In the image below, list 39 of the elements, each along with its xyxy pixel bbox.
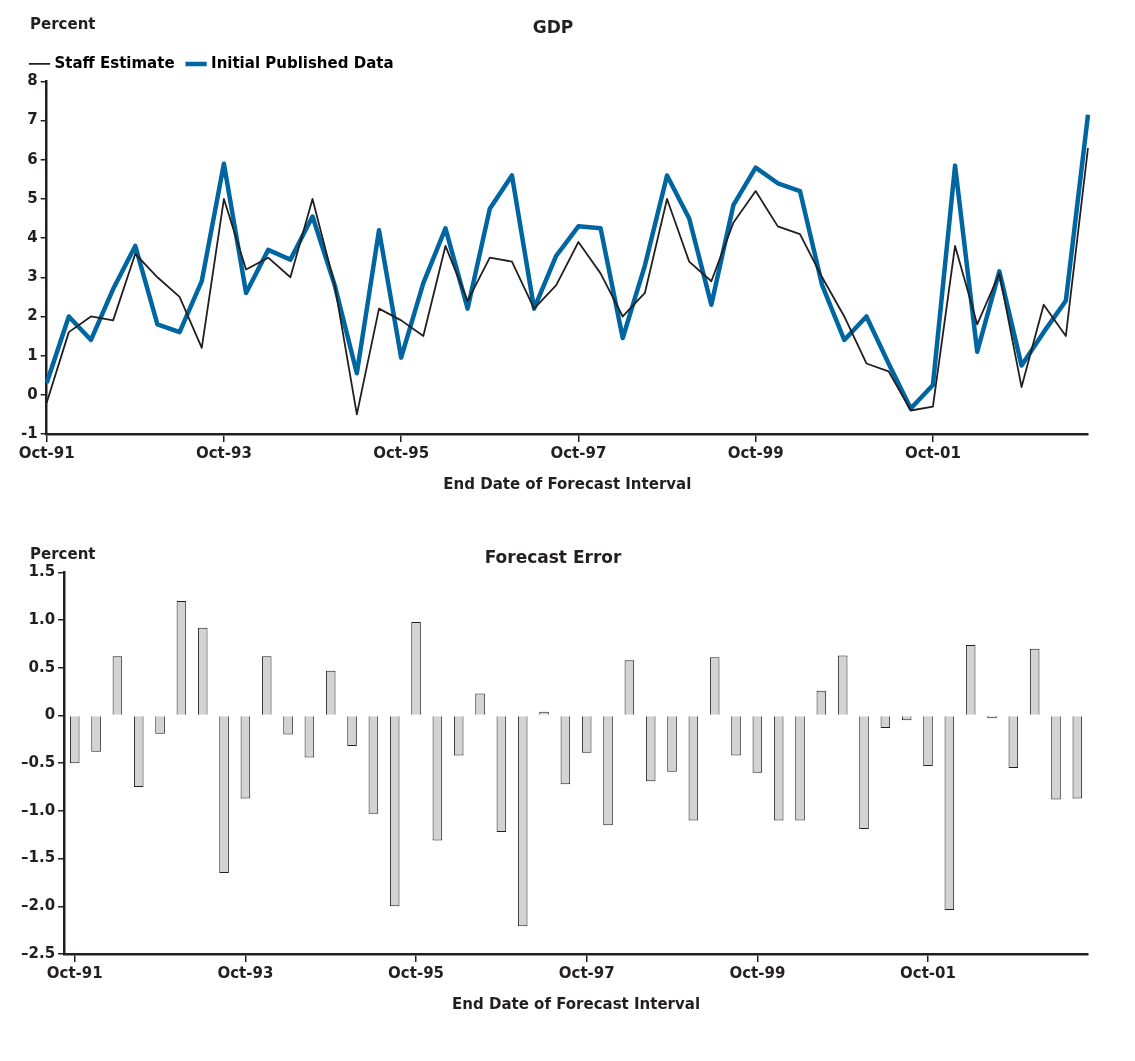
legend-label: Staff Estimate — [54, 53, 175, 72]
x-tick-label: Oct-93 — [217, 963, 274, 982]
y-tick-label: –1.0 — [20, 800, 56, 819]
y-tick-label: 0 — [27, 384, 38, 403]
x-axis-title: End Date of Forecast Interval — [452, 994, 701, 1013]
y-tick-label: 0.5 — [28, 657, 56, 676]
x-tick-label: Oct-99 — [729, 963, 786, 982]
y-tick-label: 4 — [27, 228, 38, 246]
chart-title: GDP — [532, 16, 574, 37]
x-tick-label: Oct-01 — [904, 443, 961, 462]
y-tick-label: 6 — [27, 149, 38, 168]
y-tick-label: –1.5 — [20, 848, 56, 867]
x-tick-label: Oct-95 — [388, 963, 445, 982]
x-tick-label: Oct-97 — [550, 443, 607, 462]
legend-label: Initial Published Data — [211, 53, 394, 72]
y-tick-label: -1 — [20, 423, 38, 442]
y-tick-label: 5 — [27, 188, 38, 207]
y-tick-label: –2.0 — [20, 896, 56, 915]
y-tick-label: 1 — [27, 345, 38, 364]
x-tick-label: Oct-93 — [195, 443, 252, 462]
x-tick-label: Oct-99 — [727, 443, 784, 462]
x-tick-label: Oct-95 — [373, 443, 430, 462]
y-tick-label: 7 — [27, 110, 38, 129]
x-tick-label: Oct-91 — [46, 963, 103, 982]
y-tick-label: –0.5 — [20, 753, 56, 772]
x-axis-title: End Date of Forecast Interval — [443, 474, 692, 493]
y-tick-label: 0 — [44, 705, 56, 724]
x-tick-label: Oct-97 — [558, 963, 615, 982]
y-axis-title: Percent — [30, 545, 96, 564]
y-tick-label: 1.0 — [28, 609, 56, 628]
x-tick-label: Oct-91 — [18, 443, 75, 462]
y-axis-title: Percent — [30, 15, 96, 34]
y-tick-label: 3 — [27, 267, 38, 286]
y-tick-label: 1.5 — [28, 562, 56, 581]
y-tick-label: 2 — [27, 306, 38, 325]
y-tick-label: –2.5 — [20, 943, 56, 962]
x-tick-label: Oct-01 — [900, 963, 956, 982]
y-tick-label: 8 — [27, 71, 38, 90]
chart-title: Forecast Error — [484, 546, 622, 567]
